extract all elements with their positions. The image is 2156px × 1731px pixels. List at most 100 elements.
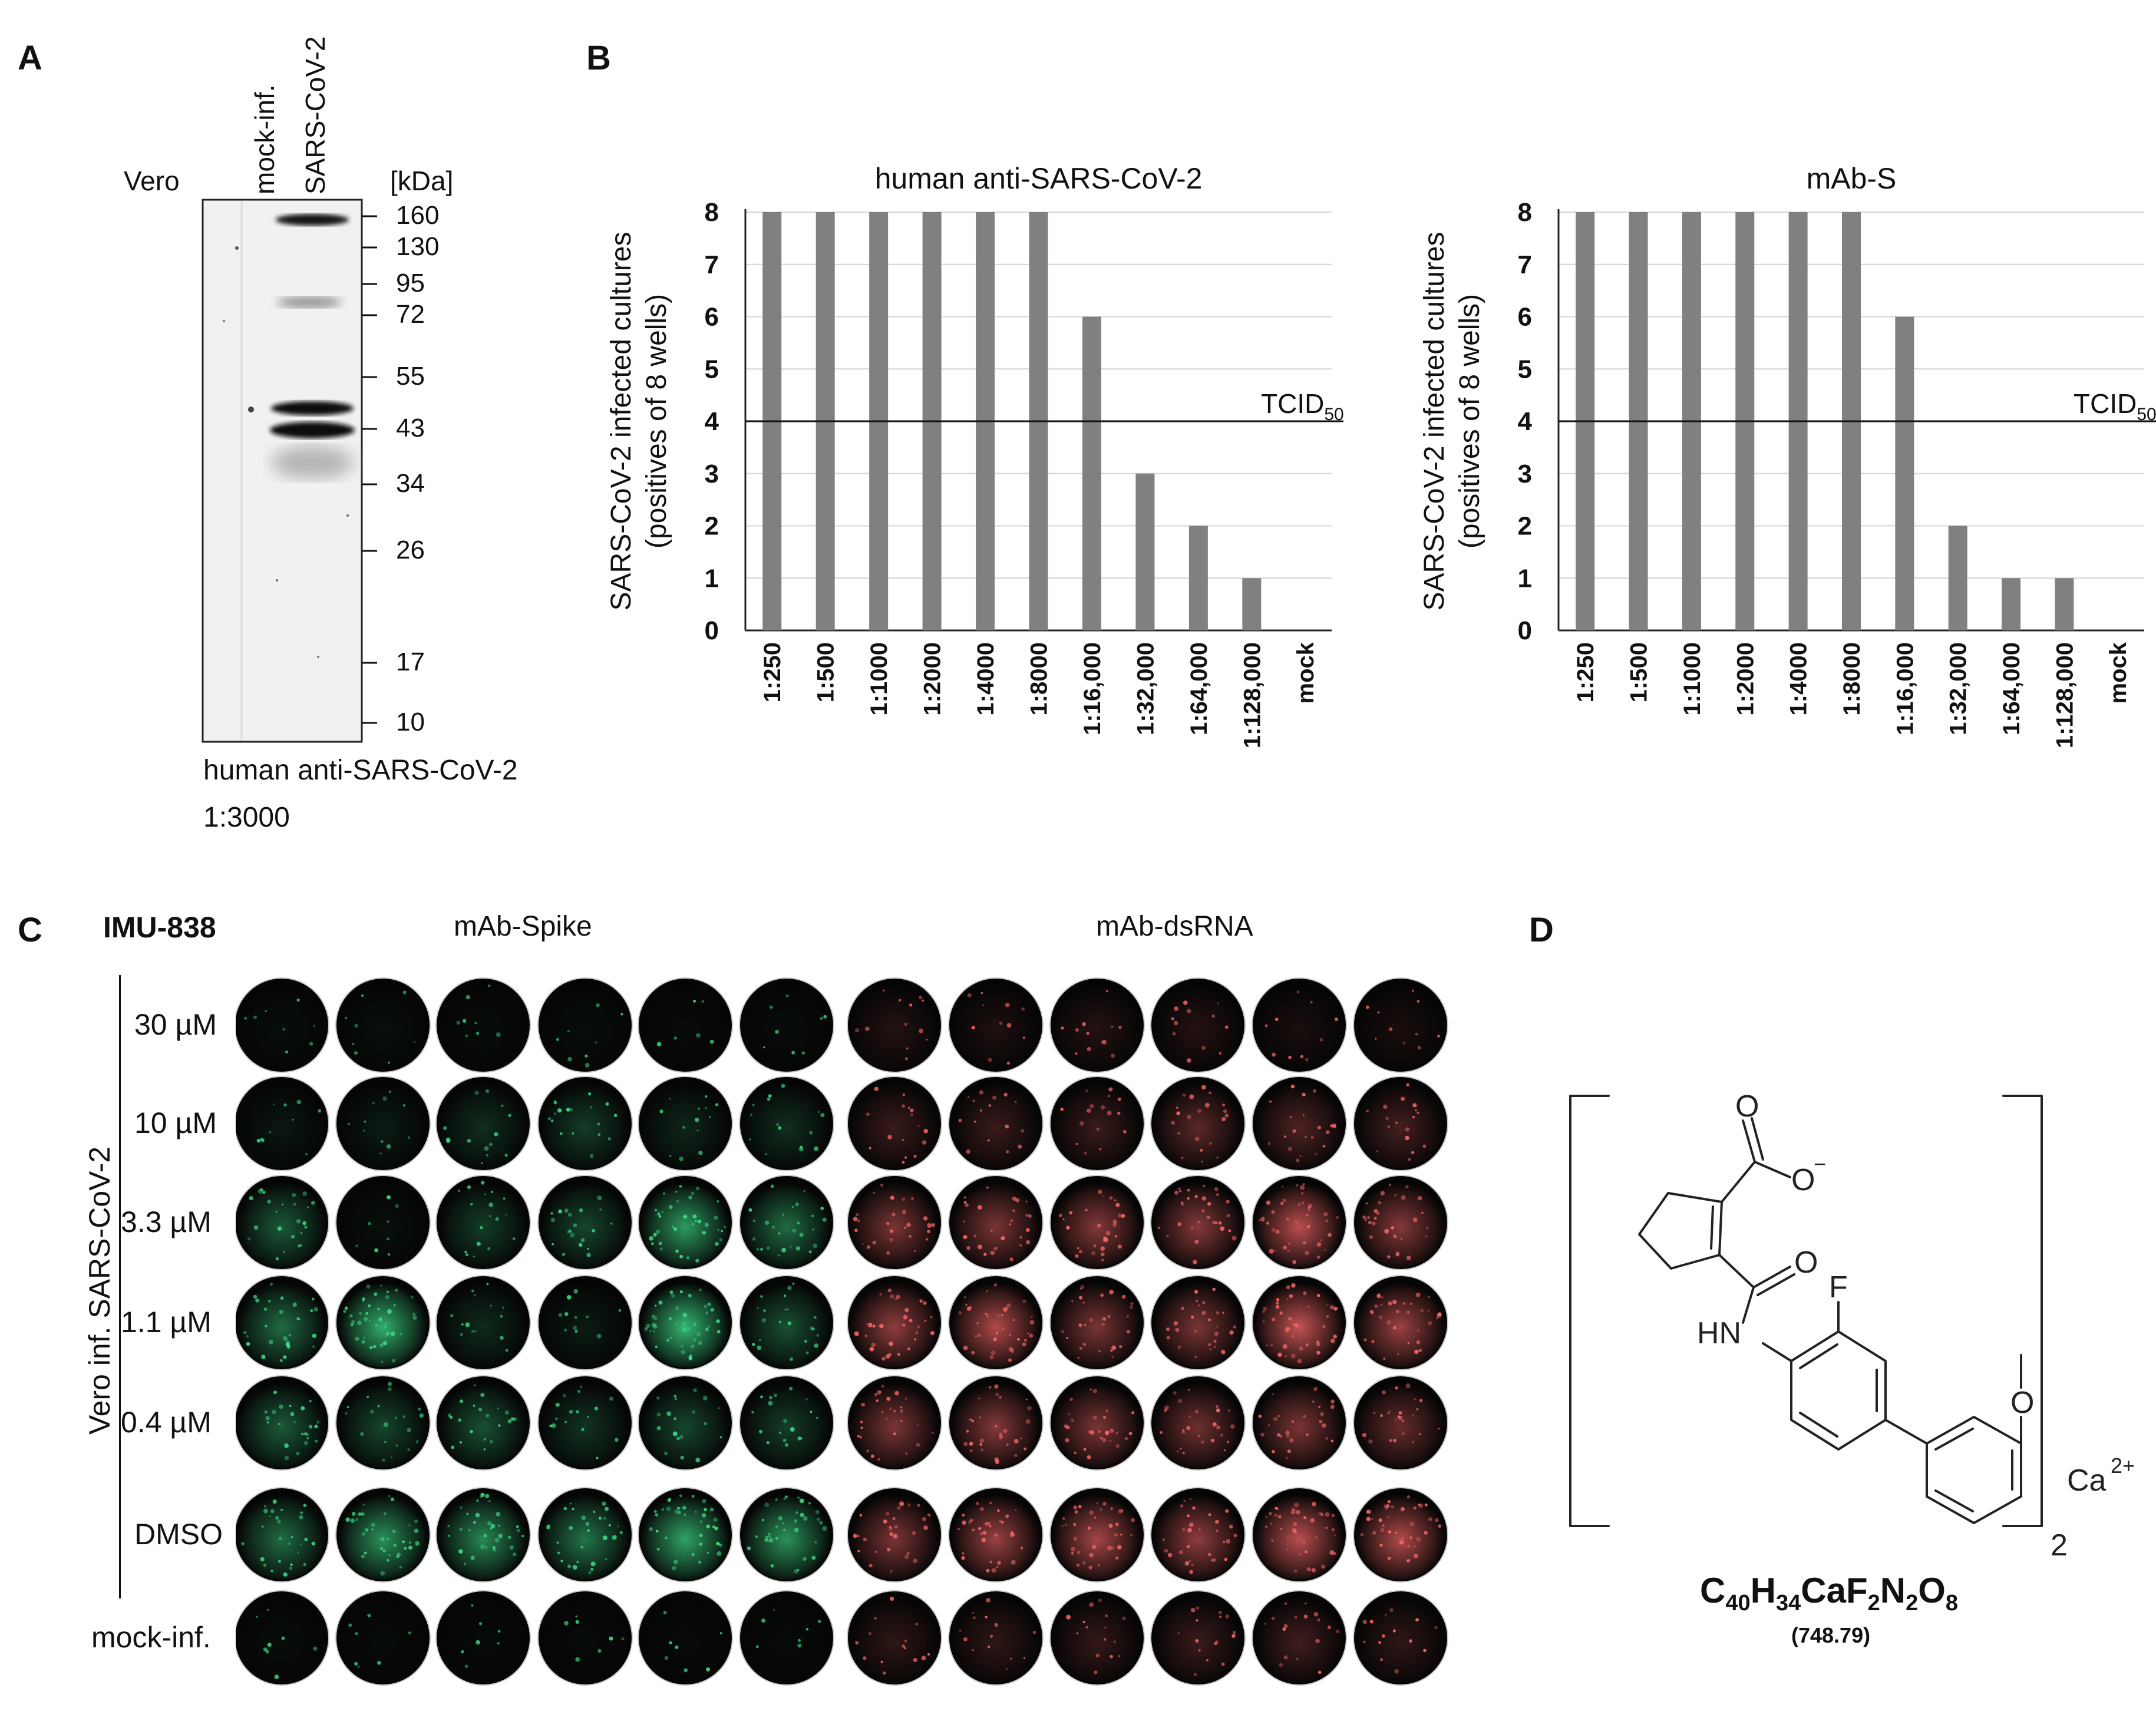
- dsrna-well: [1252, 1275, 1347, 1370]
- group-label-dsrna: mAb-dsRNA: [1096, 911, 1253, 942]
- row-label: DMSO: [134, 1518, 223, 1551]
- bond-c-o-single: [1754, 1161, 1791, 1178]
- bond-amide-o-b: [1757, 1273, 1795, 1296]
- spike-well: [335, 1076, 431, 1171]
- band-160: [276, 214, 349, 226]
- blot-caption-antibody: human anti-SARS-CoV-2: [203, 755, 518, 786]
- y-tick-label: 2: [1518, 512, 1532, 541]
- y-tick-label: 0: [705, 616, 719, 645]
- dsrna-well: [1252, 1487, 1347, 1583]
- y-tick-label: 8: [1518, 198, 1532, 227]
- x-tick-label: 1:16,000: [1892, 642, 1918, 735]
- y-tick-label: 7: [705, 250, 719, 279]
- dsrna-well: [1049, 1275, 1145, 1370]
- lane-label-sars: SARS-CoV-2: [300, 36, 331, 194]
- spike-well: [638, 1275, 733, 1370]
- x-tick-label: mock: [1293, 642, 1319, 703]
- marker-label: 95: [396, 269, 425, 298]
- atom-o-methoxy: O: [2010, 1386, 2034, 1420]
- x-tick-label: 1:2000: [920, 642, 946, 716]
- bracket-subscript: 2: [2051, 1528, 2068, 1562]
- dsrna-well: [1353, 1590, 1448, 1686]
- dsrna-well: [847, 1487, 942, 1583]
- spike-well: [537, 1275, 633, 1370]
- x-tick-label: 1:32,000: [1133, 642, 1158, 735]
- spike-well: [537, 1175, 633, 1270]
- dsrna-well: [1252, 977, 1347, 1073]
- dsrna-well: [948, 1175, 1044, 1270]
- spike-well: [739, 1375, 834, 1471]
- row-label: 0.4 µM: [121, 1406, 212, 1439]
- spike-well: [537, 1590, 633, 1686]
- bar: [1242, 578, 1262, 630]
- bond-n-ring: [1762, 1342, 1792, 1362]
- bracket-right: [2002, 1095, 2043, 1527]
- band-48: [271, 401, 354, 415]
- spike-well: [739, 1590, 834, 1686]
- well-plate: [236, 977, 1448, 1686]
- spike-well: [537, 1487, 633, 1583]
- lane-label-mock: mock-inf.: [249, 84, 280, 194]
- x-tick-label: 1:128,000: [2052, 642, 2078, 748]
- bar: [1895, 316, 1914, 630]
- reference-label: TCID50: [1261, 388, 1343, 424]
- x-tick-label: mock: [2105, 642, 2131, 703]
- dsrna-well: [1353, 977, 1448, 1073]
- atom-o-anion: O: [1791, 1163, 1815, 1197]
- spike-well: [236, 977, 329, 1073]
- panel-label-c: C: [18, 911, 42, 949]
- spike-well: [638, 1175, 733, 1270]
- dsrna-well: [1353, 1375, 1448, 1471]
- spike-well: [236, 1175, 329, 1270]
- western-blot: [202, 199, 377, 743]
- bar: [1135, 473, 1155, 630]
- blot-caption-dilution: 1:3000: [203, 802, 290, 833]
- dsrna-well: [1150, 1590, 1246, 1686]
- atom-f: F: [1829, 1270, 1848, 1304]
- marker-label: 55: [396, 362, 425, 391]
- row-label: mock-inf.: [91, 1621, 211, 1654]
- spike-well: [435, 1590, 531, 1686]
- bond-c-o-double-a: [1742, 1119, 1756, 1163]
- x-tick-label: 1:250: [760, 642, 785, 702]
- dsrna-well: [1150, 1076, 1246, 1171]
- kda-unit-label: [kDa]: [390, 166, 454, 196]
- x-tick-label: 1:250: [1573, 642, 1599, 702]
- spike-well: [739, 1175, 834, 1270]
- bar: [1948, 526, 1967, 630]
- dsrna-well: [1353, 1076, 1448, 1171]
- band-smear: [271, 446, 354, 479]
- y-tick-label: 4: [705, 407, 719, 436]
- bar: [1082, 316, 1101, 630]
- spike-well: [739, 1487, 834, 1583]
- cation-ca: Ca: [2067, 1464, 2107, 1498]
- x-tick-label: 1:64,000: [1186, 642, 1212, 735]
- charge-minus: −: [1814, 1152, 1826, 1176]
- dsrna-well: [948, 977, 1044, 1073]
- dsrna-well: [847, 1275, 942, 1370]
- dsrna-well: [948, 1076, 1044, 1171]
- spike-well: [236, 1275, 329, 1370]
- y-tick-label: 6: [1518, 303, 1532, 332]
- aromatic-bond: [1934, 1428, 1974, 1451]
- chart-title: human anti-SARS-CoV-2: [875, 162, 1203, 195]
- y-tick-label: 1: [1518, 564, 1532, 593]
- spike-well: [435, 977, 531, 1073]
- atom-o-carbonyl: O: [1735, 1089, 1759, 1124]
- bond-amide-n: [1742, 1286, 1755, 1324]
- dsrna-well: [1353, 1175, 1448, 1270]
- y-tick-label: 3: [1518, 460, 1532, 488]
- marker-ticks: [362, 215, 377, 724]
- chart-mab-s: mAb-S 0 1 2 3 4 5 6 7 8 SARS-CoV-2 infected cultur…: [1419, 162, 2156, 748]
- x-tick-label: 1:1000: [1679, 642, 1705, 716]
- dsrna-well: [1049, 1590, 1145, 1686]
- y-axis-label-line2: (positives of 8 wells): [641, 294, 672, 549]
- spike-well: [435, 1487, 531, 1583]
- aromatic-bond: [1799, 1412, 1838, 1438]
- x-tick-label: 1:128,000: [1239, 642, 1265, 748]
- spike-well: [335, 1487, 431, 1583]
- row-label: 30 µM: [134, 1008, 217, 1041]
- dsrna-well: [847, 977, 942, 1073]
- spike-well: [435, 1076, 531, 1171]
- spike-well: [537, 1375, 633, 1471]
